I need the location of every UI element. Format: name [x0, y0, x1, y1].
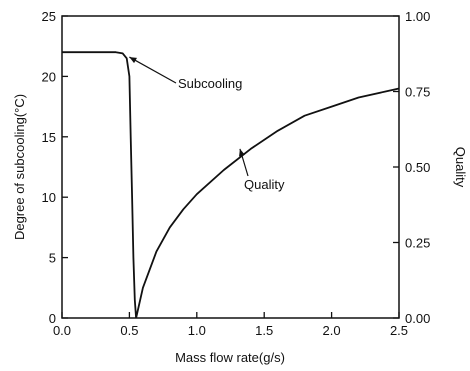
left-y-tick-label: 5: [49, 251, 56, 266]
right-y-axis-title: Quality: [453, 147, 468, 188]
left-y-axis-ticks: 0 5 10 15 20 25: [42, 9, 68, 326]
left-y-tick-label: 10: [42, 190, 56, 205]
right-y-tick-label: 0.50: [405, 160, 430, 175]
plot-frame: [61, 15, 400, 319]
left-y-tick-label: 0: [49, 311, 56, 326]
right-y-tick-label: 0.75: [405, 85, 430, 100]
x-tick-label: 0.5: [120, 323, 138, 338]
series-lines: [62, 51, 400, 319]
left-y-tick-label: 25: [42, 9, 56, 24]
x-tick-label: 2.5: [390, 323, 408, 338]
right-y-tick-label: 1.00: [405, 9, 430, 24]
left-y-tick-label: 20: [42, 69, 56, 84]
x-axis-ticks: 0.0 0.5 1.0 1.5 2.0 2.5: [53, 312, 408, 338]
annotations: Subcooling Quality: [129, 56, 285, 192]
annotation-arrowhead: [239, 148, 245, 157]
annotation-label: Subcooling: [178, 76, 242, 91]
left-y-axis-title: Degree of subcooling(°C): [12, 94, 27, 240]
annotation-arrowhead: [129, 57, 137, 64]
x-tick-label: 1.5: [255, 323, 273, 338]
annotation-label: Quality: [244, 177, 285, 192]
annotation-leader: [129, 56, 177, 84]
series-line-quality: [135, 87, 400, 319]
right-y-tick-label: 0.25: [405, 236, 430, 251]
x-tick-label: 0.0: [53, 323, 71, 338]
x-tick-label: 1.0: [188, 323, 206, 338]
series-line-subcooling: [62, 51, 137, 319]
right-y-axis-ticks: 0.00 0.25 0.50 0.75 1.00: [393, 9, 430, 326]
x-axis-title: Mass flow rate(g/s): [175, 350, 285, 365]
right-y-tick-label: 0.00: [405, 311, 430, 326]
left-y-tick-label: 15: [42, 130, 56, 145]
x-tick-label: 2.0: [323, 323, 341, 338]
